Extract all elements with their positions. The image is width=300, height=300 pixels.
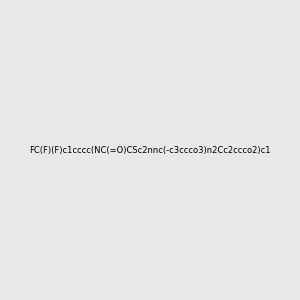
Text: FC(F)(F)c1cccc(NC(=O)CSc2nnc(-c3ccco3)n2Cc2ccco2)c1: FC(F)(F)c1cccc(NC(=O)CSc2nnc(-c3ccco3)n2… xyxy=(29,146,271,154)
